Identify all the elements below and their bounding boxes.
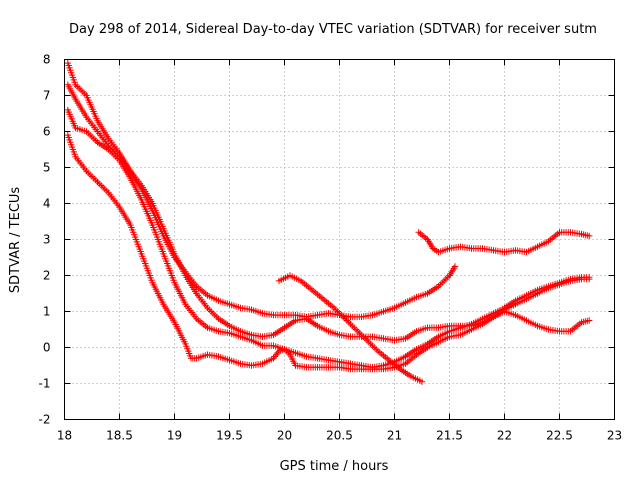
x-tick-label: 21 <box>387 429 402 443</box>
x-tick-label: 22 <box>497 429 512 443</box>
x-tick-label: 18.5 <box>106 429 133 443</box>
grid-lines <box>64 59 615 420</box>
x-tick-label: 20.5 <box>326 429 353 443</box>
y-tick-label: -1 <box>39 377 51 391</box>
data-series <box>64 59 593 385</box>
y-tick-label: 8 <box>43 53 51 67</box>
x-tick-label: 18 <box>57 429 72 443</box>
x-tick-label: 23 <box>607 429 622 443</box>
series-plus-markers <box>275 272 426 385</box>
chart-title: Day 298 of 2014, Sidereal Day-to-day VTE… <box>69 22 597 37</box>
axis-ticks: 18 18.5 19 19.5 20 20.5 21 21.5 22 22.5 23-2-10123… <box>39 53 623 443</box>
y-tick-label: 2 <box>43 269 51 283</box>
plot-frame <box>64 59 615 420</box>
series-track-1 <box>64 59 459 321</box>
y-tick-label: 5 <box>43 161 51 175</box>
series-track-6 <box>415 229 593 256</box>
y-tick-label: 1 <box>43 305 51 319</box>
y-tick-label: 3 <box>43 233 51 247</box>
x-tick-label: 20 <box>277 429 292 443</box>
series-plus-markers <box>415 229 593 256</box>
series-plus-markers <box>64 59 459 321</box>
series-plus-markers <box>64 81 593 344</box>
series-track-4 <box>64 131 593 373</box>
x-axis-label: GPS time / hours <box>280 459 389 474</box>
series-track-5 <box>275 272 426 385</box>
y-tick-label: 7 <box>43 89 51 103</box>
y-tick-label: 4 <box>43 197 51 211</box>
x-tick-label: 19 <box>167 429 182 443</box>
x-tick-label: 19.5 <box>216 429 243 443</box>
y-axis-label: SDTVAR / TECUs <box>8 187 23 294</box>
y-tick-label: 6 <box>43 125 51 139</box>
series-plus-markers <box>64 106 593 371</box>
x-tick-label: 22.5 <box>546 429 573 443</box>
series-plus-markers <box>64 131 593 373</box>
y-tick-label: 0 <box>43 341 51 355</box>
series-trace <box>67 62 456 318</box>
y-tick-label: -2 <box>39 413 51 427</box>
x-tick-label: 21.5 <box>436 429 463 443</box>
